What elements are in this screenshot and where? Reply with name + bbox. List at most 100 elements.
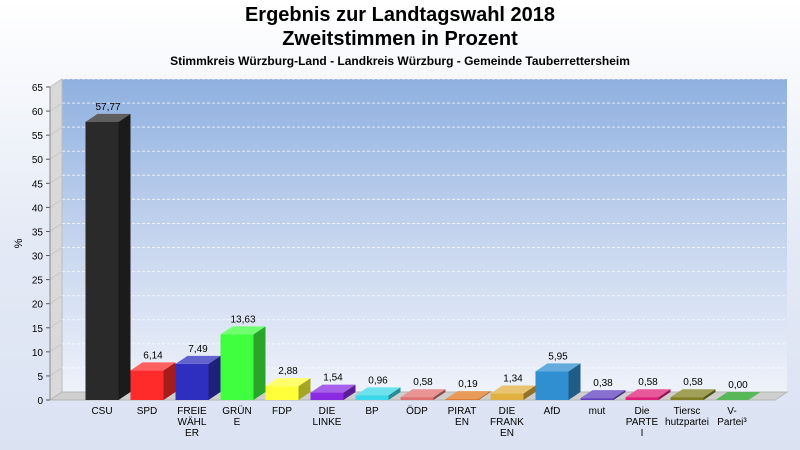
bar-top	[400, 389, 446, 398]
bar	[445, 391, 491, 400]
bar-top	[580, 390, 626, 399]
category-label: BP	[365, 406, 379, 417]
y-axis-label: %	[13, 238, 25, 248]
bar-front	[400, 397, 434, 400]
bar-side	[433, 389, 446, 400]
bar-side	[478, 391, 491, 400]
value-label: 0,58	[683, 377, 703, 388]
gridline-side	[49, 271, 63, 281]
bar-side	[118, 113, 131, 400]
category-label: E	[234, 417, 241, 428]
bar	[175, 355, 221, 400]
value-label: 13,63	[230, 314, 255, 325]
value-label: 5,95	[548, 351, 568, 362]
gridline-side	[49, 174, 63, 184]
plot-side-wall	[49, 78, 63, 401]
chart-title: Ergebnis zur Landtagswahl 2018	[244, 4, 556, 26]
bar-front	[490, 393, 524, 400]
bar-side	[568, 363, 581, 400]
bar-side	[523, 385, 536, 400]
bar-front	[175, 363, 209, 400]
value-label: 0,38	[593, 378, 613, 389]
bar	[220, 326, 266, 400]
bar	[85, 113, 131, 400]
y-tick-label: 30	[32, 252, 44, 263]
chart-location-subtitle: Stimmkreis Würzburg-Land - Landkreis Wür…	[170, 54, 630, 68]
bar-top	[490, 385, 536, 394]
gridline-side	[49, 126, 63, 136]
gridline-side	[49, 78, 63, 88]
gridline-side	[49, 367, 63, 377]
y-tick-label: 50	[32, 155, 44, 166]
value-label: 1,54	[323, 373, 343, 384]
y-tick-label: 25	[32, 276, 44, 287]
category-label: PARTE	[626, 417, 659, 428]
category-label: FREIE	[177, 406, 207, 417]
category-label: mut	[589, 406, 606, 417]
bar	[130, 362, 176, 400]
bar-front	[355, 395, 389, 400]
value-label: 2,88	[278, 366, 298, 377]
bar-front	[580, 398, 614, 400]
category-label: CSU	[91, 406, 112, 417]
bar-side	[658, 389, 671, 400]
y-tick-label: 45	[32, 179, 44, 190]
bar-front	[670, 397, 704, 400]
gridline-side	[49, 319, 63, 329]
bar	[625, 389, 671, 400]
bar	[670, 389, 716, 400]
bar-top	[220, 326, 266, 335]
category-label: GRÜN	[222, 405, 251, 417]
gridline-side	[49, 295, 63, 305]
category-label: AfD	[544, 406, 561, 417]
bar-top	[625, 389, 671, 398]
bar-front	[85, 121, 119, 400]
bar	[355, 387, 401, 400]
category-label: ÖDP	[406, 405, 428, 417]
bar	[265, 378, 311, 400]
bar-front	[535, 371, 569, 400]
category-label: I	[641, 428, 644, 439]
value-label: 0,19	[458, 379, 478, 390]
bar-top	[670, 389, 716, 398]
chart-subtitle: Zweitstimmen in Prozent	[282, 28, 518, 50]
bar-front	[130, 370, 164, 400]
gridline-side	[49, 247, 63, 256]
bar-side	[253, 326, 266, 400]
y-tick-label: 10	[32, 348, 44, 359]
gridline-side	[49, 198, 63, 208]
value-label: 0,58	[413, 377, 433, 388]
y-tick-label: 0	[37, 396, 43, 407]
category-label: EN	[500, 428, 514, 439]
y-tick-label: 35	[32, 227, 44, 238]
value-label: 0,58	[638, 377, 658, 388]
value-label: 0,96	[368, 375, 388, 386]
category-label: DIE	[499, 406, 516, 417]
bar-side	[298, 378, 311, 400]
gridline-side	[49, 150, 63, 160]
bar-top	[130, 362, 176, 371]
bar-top	[310, 384, 356, 393]
bar-side	[163, 362, 176, 400]
bar-top	[175, 355, 221, 364]
bar-front	[265, 386, 299, 400]
bar-top	[535, 363, 581, 372]
value-label: 7,49	[188, 344, 208, 355]
category-label: V-	[727, 406, 736, 417]
bar	[535, 363, 581, 400]
bar-side	[208, 355, 221, 400]
y-tick-label: 5	[37, 372, 43, 383]
category-label: Die	[634, 406, 649, 417]
gridline-side	[49, 102, 63, 112]
bar	[715, 392, 761, 400]
category-label: SPD	[137, 406, 158, 417]
y-tick-label: 60	[32, 107, 44, 118]
category-label: Partei³	[717, 417, 747, 428]
y-tick-label: 20	[32, 300, 44, 311]
bar	[400, 389, 446, 400]
value-label: 57,77	[95, 102, 120, 113]
plot-back-wall	[62, 79, 787, 392]
bar	[490, 385, 536, 400]
bar-top	[265, 378, 311, 387]
y-tick-label: 40	[32, 203, 44, 214]
